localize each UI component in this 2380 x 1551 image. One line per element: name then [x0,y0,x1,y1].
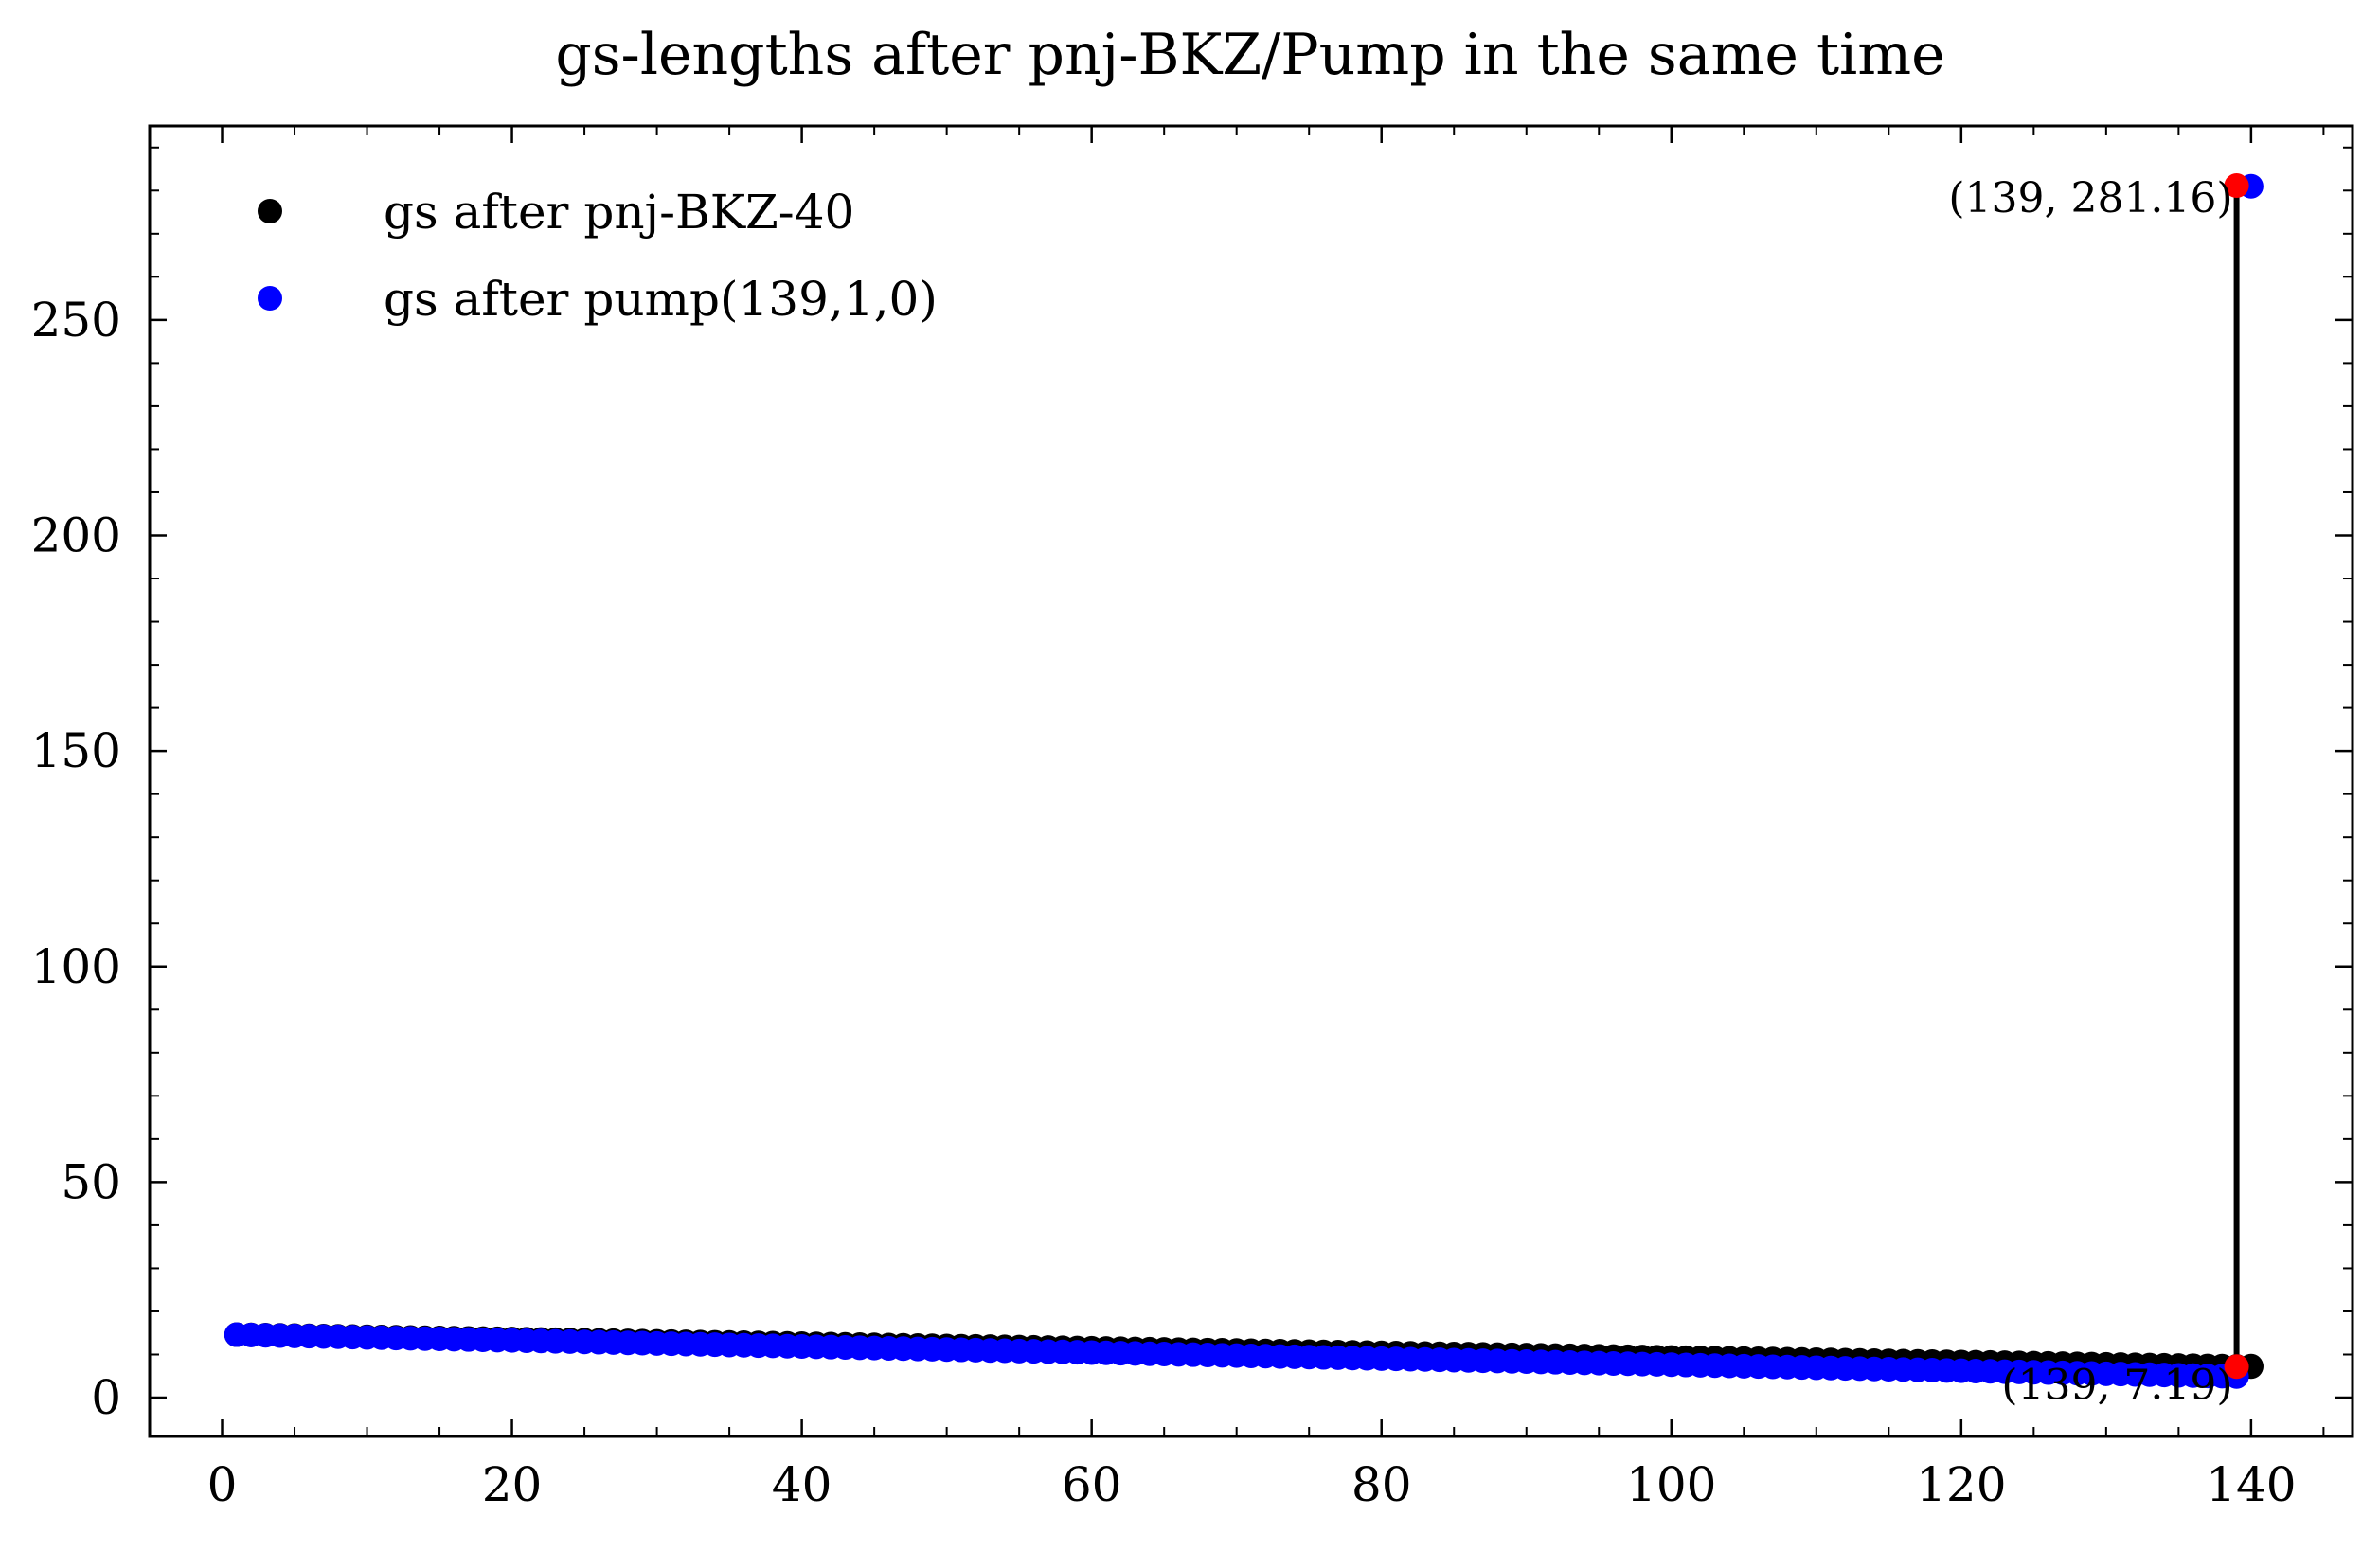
x-tick-label: 120 [1916,1457,2006,1512]
x-tick-label: 140 [2206,1457,2296,1512]
y-tick-label: 100 [31,939,121,994]
x-tick-label: 20 [482,1457,543,1512]
x-tick-label: 40 [772,1457,832,1512]
y-tick-label: 150 [31,723,121,778]
legend: gs after pnj-BKZ-40 gs after pump(139,1,0… [258,185,938,327]
axes: 0 20 40 60 80 100 120 140 0 50 100 150 200 250 [31,124,2354,1512]
chart-title: gs-lengths after pnj-BKZ/Pump in the sam… [555,22,1944,88]
x-tick-label: 80 [1351,1457,1412,1512]
y-tick-label: 50 [61,1154,121,1209]
legend-marker [258,199,282,223]
y-tick-label: 200 [31,508,121,563]
legend-marker [258,286,282,311]
x-tick-label: 60 [1062,1457,1122,1512]
y-tick-label: 0 [91,1370,121,1425]
plot-area: (139, 281.16) (139, 7.19) [224,173,2264,1409]
legend-label: gs after pnj-BKZ-40 [384,185,854,240]
annotation-label: (139, 7.19) [2001,1361,2232,1409]
x-tick-label: 100 [1626,1457,1716,1512]
y-tick-label: 250 [31,293,121,348]
highlight-point [2224,1354,2249,1380]
x-tick-label: 0 [207,1457,238,1512]
annotation-label: (139, 281.16) [1948,174,2232,223]
highlight-point [2224,173,2249,199]
legend-label: gs after pump(139,1,0) [384,272,938,327]
plot-frame [148,124,2354,1438]
